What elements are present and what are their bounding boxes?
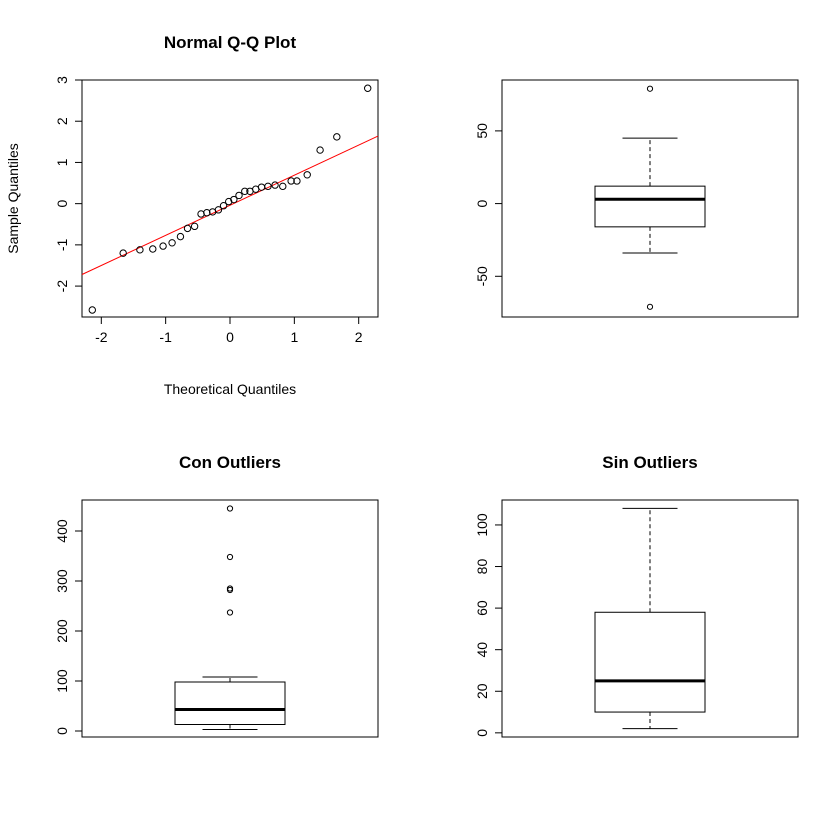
iqr-box — [594, 611, 706, 713]
data-point — [225, 197, 233, 206]
data-point — [183, 224, 192, 233]
y-tick-label: 300 — [54, 569, 70, 593]
data-point — [214, 206, 223, 214]
data-point — [136, 246, 144, 254]
data-point — [287, 177, 295, 185]
y-tick-label: 40 — [474, 642, 490, 658]
x-tick-label: -1 — [159, 329, 172, 345]
x-tick-label: 2 — [355, 329, 363, 345]
y-axis: -50 0 50 — [474, 123, 502, 286]
x-axis: -2 -1 0 1 2 — [95, 317, 363, 345]
data-point — [149, 245, 157, 253]
outlier-point — [646, 85, 654, 92]
y-tick-label: 200 — [54, 619, 70, 643]
outlier-point — [226, 609, 234, 616]
data-point — [364, 84, 372, 92]
outlier-point — [646, 303, 654, 310]
panel-3: Con Outliers 0 100 200 300 400 — [54, 453, 379, 738]
iqr-box — [174, 681, 286, 725]
x-tick-label: 1 — [290, 329, 298, 345]
panel-1: Normal Q-Q Plot -2 -1 0 1 2 3 -2 -1 0 1 2 Theoretica… — [5, 33, 379, 397]
panel-2: -50 0 50 — [474, 79, 799, 318]
y-tick-label: 2 — [54, 117, 70, 125]
data-point — [333, 133, 341, 141]
y-tick-label: 100 — [54, 669, 70, 693]
data-point — [303, 171, 311, 179]
data-point — [271, 181, 279, 189]
chart-title: Normal Q-Q Plot — [164, 33, 297, 52]
y-tick-label: -1 — [54, 238, 70, 251]
y-axis-label: Sample Quantiles — [5, 143, 21, 254]
x-tick-label: 0 — [226, 329, 234, 345]
data-point — [176, 232, 185, 241]
y-axis: -2 -1 0 1 2 3 — [54, 76, 82, 292]
data-point — [88, 306, 96, 314]
outlier-point — [226, 505, 234, 512]
boxplot — [174, 505, 286, 730]
y-tick-label: 50 — [474, 123, 490, 139]
x-tick-label: -2 — [95, 329, 108, 345]
data-point — [203, 209, 211, 217]
y-tick-label: 60 — [474, 600, 490, 616]
y-tick-label: 0 — [54, 727, 70, 735]
y-axis: 0 20 40 60 80 100 — [474, 513, 502, 737]
data-point — [241, 187, 249, 195]
y-tick-label: 1 — [54, 158, 70, 166]
data-point — [168, 239, 176, 247]
y-tick-label: -50 — [474, 266, 490, 286]
data-point — [257, 183, 266, 191]
y-tick-label: 0 — [54, 200, 70, 208]
iqr-box — [594, 185, 706, 228]
y-tick-label: 400 — [54, 519, 70, 543]
data-point — [264, 182, 272, 191]
plot-frame — [501, 79, 799, 318]
data-point — [235, 191, 243, 200]
data-point — [219, 202, 228, 210]
y-tick-label: 0 — [474, 199, 490, 207]
boxplot — [594, 507, 706, 730]
panel-4: Sin Outliers 0 20 40 60 80 100 — [474, 453, 799, 738]
data-point — [230, 195, 238, 204]
y-axis: 0 100 200 300 400 — [54, 519, 82, 735]
plot-frame — [81, 499, 379, 738]
chart-title: Con Outliers — [179, 453, 281, 472]
data-point — [293, 177, 301, 185]
y-tick-label: 0 — [474, 729, 490, 737]
data-point — [159, 242, 167, 250]
data-point — [316, 146, 324, 154]
data-points — [88, 84, 372, 314]
data-point — [119, 249, 127, 257]
chart-title: Sin Outliers — [602, 453, 697, 472]
data-point — [190, 222, 199, 231]
y-tick-label: -2 — [54, 280, 70, 293]
y-tick-label: 20 — [474, 683, 490, 699]
qq-reference-line — [81, 135, 379, 275]
boxplot — [594, 85, 706, 310]
outlier-point — [226, 553, 234, 561]
y-tick-label: 100 — [474, 513, 490, 537]
x-axis-label: Theoretical Quantiles — [164, 381, 296, 397]
y-tick-label: 80 — [474, 559, 490, 575]
plot-frame — [501, 499, 799, 738]
data-point — [279, 182, 287, 191]
y-tick-label: 3 — [54, 76, 70, 84]
outlier-point — [226, 586, 234, 594]
